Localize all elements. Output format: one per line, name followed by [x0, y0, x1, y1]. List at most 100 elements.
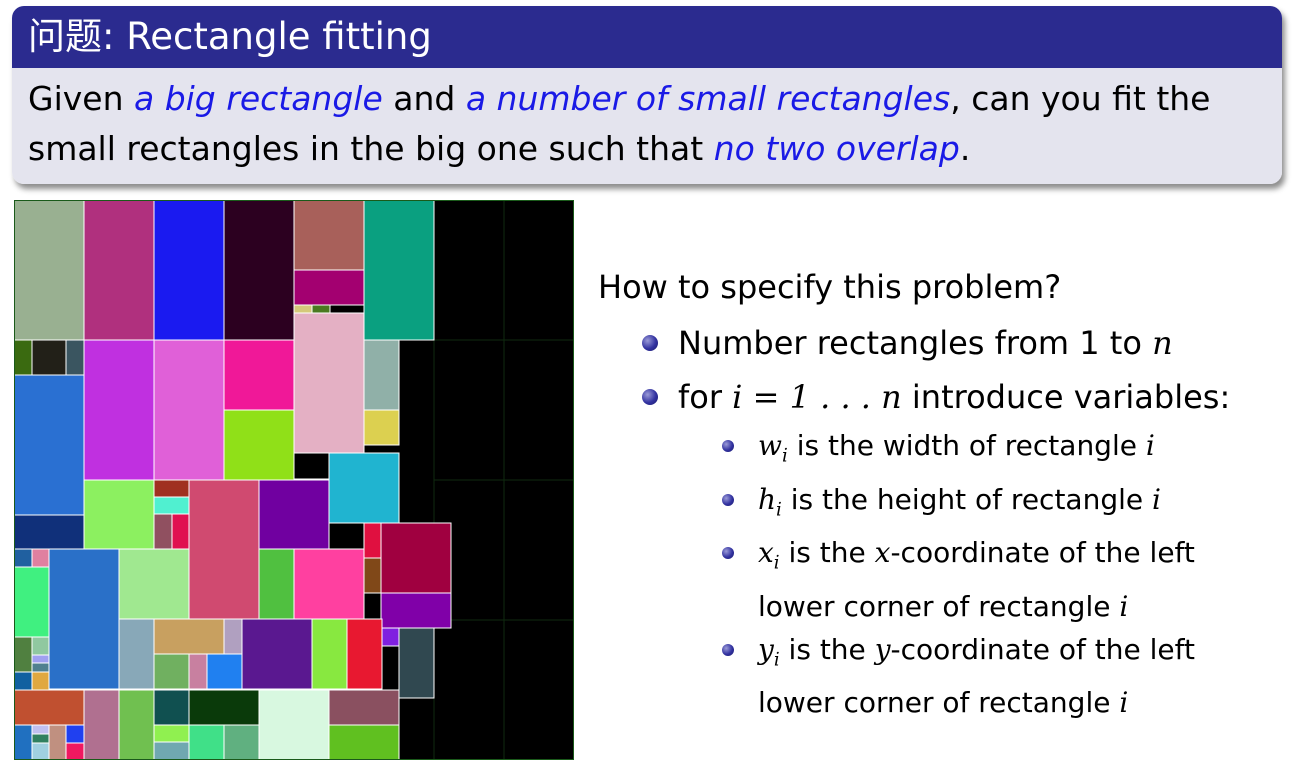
bullet-icon	[722, 643, 734, 656]
small-rectangle	[14, 689, 85, 726]
var-text: -coordinate of the left lower corner of …	[758, 536, 1195, 623]
small-rectangle	[14, 671, 33, 691]
small-rectangle	[14, 514, 85, 550]
var-text: is the width of rectangle	[787, 429, 1146, 462]
bullet-icon	[722, 493, 734, 506]
small-rectangle	[83, 339, 155, 481]
small-rectangle	[14, 339, 33, 376]
small-rectangle	[153, 496, 190, 515]
item-text: introduce variables:	[901, 378, 1231, 416]
small-rectangle	[153, 653, 190, 690]
small-rectangle	[83, 200, 155, 341]
statement-part: small rectangles in the big one such tha…	[28, 129, 714, 168]
small-rectangle	[363, 557, 382, 594]
small-rectangle	[153, 741, 190, 760]
small-rectangle	[48, 548, 120, 690]
small-rectangle	[153, 339, 225, 481]
statement-part: .	[959, 129, 971, 168]
problem-block: 问题: Rectangle fitting Given a big rectan…	[12, 6, 1282, 184]
small-rectangle	[31, 339, 67, 376]
statement-part: Given	[28, 79, 134, 118]
small-rectangle	[188, 653, 208, 690]
small-rectangle	[65, 742, 85, 760]
small-rectangle	[188, 479, 260, 621]
list-item-height: hi is the height of rectangle i	[718, 478, 1238, 532]
small-rectangle	[223, 618, 243, 655]
math-n: n	[1152, 324, 1173, 362]
small-rectangle	[381, 645, 400, 691]
small-rectangle	[31, 636, 50, 656]
math-y: y	[874, 632, 891, 666]
list-item-introduce-variables: for i = 1 . . . n introduce variables: w…	[638, 370, 1288, 724]
item-text: for	[678, 378, 733, 416]
small-rectangle	[153, 200, 225, 341]
small-rectangle	[31, 654, 50, 664]
small-rectangle	[346, 618, 383, 690]
small-rectangle	[241, 618, 313, 690]
small-rectangle	[328, 689, 400, 726]
big-rectangle-border	[14, 200, 574, 760]
math-range: i = 1 . . . n	[732, 378, 902, 416]
question-text: How to specify this problem?	[598, 268, 1062, 306]
small-rectangle	[206, 653, 243, 690]
list-item-number-rectangles: Number rectangles from 1 to n	[638, 316, 1288, 370]
bullet-icon	[642, 335, 658, 351]
small-rectangle	[223, 724, 260, 760]
statement-line-2: small rectangles in the big one such tha…	[28, 124, 1282, 174]
small-rectangle	[363, 409, 400, 446]
small-rectangle	[363, 339, 400, 411]
small-rectangle	[311, 304, 331, 314]
list-item-y-coordinate: yi is the y-coordinate of the left lower…	[718, 628, 1238, 725]
small-rectangle	[48, 724, 67, 760]
math-symbol: yi	[758, 632, 780, 671]
list-item-width: wi is the width of rectangle i	[718, 424, 1238, 478]
math-x: x	[874, 536, 891, 570]
statement-part: , can you fit the	[950, 79, 1211, 118]
small-rectangle	[188, 724, 225, 760]
var-text: is the	[779, 632, 875, 666]
bullet-icon	[722, 547, 734, 560]
small-rectangle	[31, 733, 50, 744]
small-rectangle	[14, 724, 33, 760]
var-text: -coordinate of the left lower corner of …	[758, 632, 1195, 720]
small-rectangle	[153, 618, 225, 655]
small-rectangle	[14, 636, 33, 673]
small-rectangle	[118, 618, 155, 690]
small-rectangle	[223, 409, 295, 481]
small-rectangle	[65, 339, 85, 376]
small-rectangle	[258, 548, 295, 620]
statement-part: and	[382, 79, 466, 118]
small-rectangle	[293, 269, 365, 306]
small-rectangle	[380, 522, 452, 594]
small-rectangle	[258, 689, 330, 760]
small-rectangle	[65, 724, 85, 744]
rectangle-packing-illustration	[14, 200, 574, 760]
small-rectangle	[31, 724, 50, 735]
slide-content: How to specify this problem? Number rect…	[598, 262, 1288, 724]
small-rectangle	[328, 452, 400, 524]
small-rectangle	[363, 200, 435, 341]
small-rectangle	[381, 627, 400, 647]
small-rectangle	[293, 200, 365, 271]
small-rectangle	[223, 339, 295, 411]
small-rectangle	[14, 374, 85, 516]
small-rectangle	[153, 513, 173, 550]
small-rectangle	[118, 689, 155, 760]
small-rectangle	[31, 742, 50, 760]
small-rectangle	[31, 662, 50, 673]
small-rectangle	[293, 312, 365, 454]
small-rectangle	[258, 479, 330, 551]
small-rectangle	[14, 200, 85, 341]
math-symbol: wi	[758, 429, 788, 467]
small-rectangle	[293, 304, 313, 314]
block-title: 问题: Rectangle fitting	[12, 6, 1282, 68]
small-rectangle	[83, 479, 155, 551]
var-text: is the height of rectangle	[781, 482, 1153, 516]
bullet-icon	[722, 440, 734, 452]
highlight-no-overlap: no two overlap	[713, 129, 960, 168]
variable-list: wi is the width of rectangle i hi is the…	[678, 424, 1288, 724]
var-text: is the	[779, 536, 875, 570]
small-rectangle	[188, 689, 260, 726]
small-rectangle	[14, 566, 50, 638]
math-i: i	[1119, 589, 1129, 623]
